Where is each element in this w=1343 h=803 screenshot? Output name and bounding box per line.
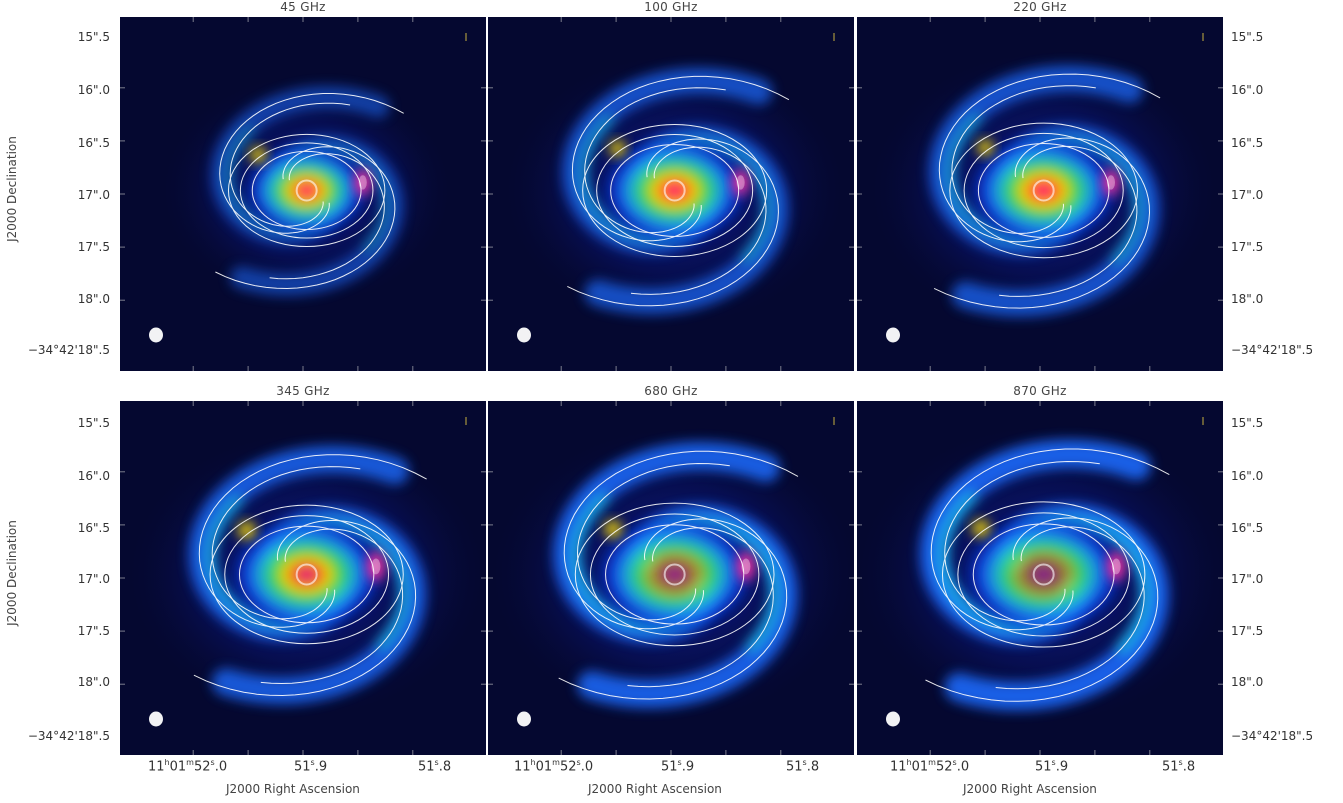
y-tick-label: 16".0 <box>77 83 110 97</box>
y-tick-label: −34°42'18".5 <box>27 729 110 743</box>
y-tick-label-right: 15".5 <box>1231 30 1264 44</box>
panel-title-680ghz: 680 GHz <box>644 384 698 398</box>
galaxy-image <box>488 401 854 755</box>
x-tick-label: 11h01m52s.0 <box>890 758 970 775</box>
panel-title-100ghz: 100 GHz <box>644 0 698 14</box>
y-tick-label-right: 15".5 <box>1231 416 1264 430</box>
y-tick-label-right: 18".0 <box>1231 675 1264 689</box>
y-tick-label: 15".5 <box>77 416 110 430</box>
y-tick-label-right: 18".0 <box>1231 292 1264 306</box>
panel-title-870ghz: 870 GHz <box>1013 384 1067 398</box>
x-axis-title: J2000 Right Ascension <box>963 782 1097 796</box>
x-tick-label: 51s.8 <box>1162 758 1196 775</box>
x-tick-label: 51s.9 <box>661 758 695 775</box>
y-tick-label: 17".0 <box>77 188 110 202</box>
galaxy-image <box>857 17 1223 371</box>
y-tick-label-right: 16".0 <box>1231 83 1264 97</box>
y-tick-label-right: 17".5 <box>1231 624 1264 638</box>
image-panel-870ghz <box>857 401 1223 755</box>
y-tick-label: 18".0 <box>77 675 110 689</box>
y-tick-label: 18".0 <box>77 292 110 306</box>
y-tick-label: 17".5 <box>77 624 110 638</box>
image-panel-680ghz <box>488 401 854 755</box>
x-tick-label: 51s.9 <box>1035 758 1069 775</box>
y-tick-label-right: 16".5 <box>1231 521 1264 535</box>
image-panel-345ghz <box>120 401 486 755</box>
x-axis-title: J2000 Right Ascension <box>588 782 722 796</box>
panel-title-345ghz: 345 GHz <box>276 384 330 398</box>
y-tick-label: 17".0 <box>77 572 110 586</box>
y-tick-label: 15".5 <box>77 30 110 44</box>
image-panel-45ghz <box>120 17 486 371</box>
panel-title-220ghz: 220 GHz <box>1013 0 1067 14</box>
y-tick-label: −34°42'18".5 <box>27 343 110 357</box>
panel-title-45ghz: 45 GHz <box>280 0 326 14</box>
y-tick-label-right: 17".0 <box>1231 572 1264 586</box>
galaxy-image <box>120 17 486 371</box>
y-tick-label: 17".5 <box>77 240 110 254</box>
y-tick-label-right: 17".5 <box>1231 240 1264 254</box>
y-tick-label: 16".0 <box>77 469 110 483</box>
x-axis-title: J2000 Right Ascension <box>226 782 360 796</box>
y-tick-label: 16".5 <box>77 521 110 535</box>
x-tick-label: 11h01m52s.0 <box>514 758 594 775</box>
y-tick-label-right: 16".0 <box>1231 469 1264 483</box>
x-tick-label: 51s.8 <box>418 758 452 775</box>
y-tick-label-right: −34°42'18".5 <box>1231 729 1314 743</box>
y-tick-label-right: −34°42'18".5 <box>1231 343 1314 357</box>
galaxy-image <box>857 401 1223 755</box>
y-tick-label: 16".5 <box>77 136 110 150</box>
image-panel-220ghz <box>857 17 1223 371</box>
x-tick-label: 51s.9 <box>294 758 328 775</box>
y-tick-label-right: 16".5 <box>1231 136 1264 150</box>
y-tick-label-right: 17".0 <box>1231 188 1264 202</box>
image-panel-100ghz <box>488 17 854 371</box>
x-tick-label: 51s.8 <box>786 758 820 775</box>
galaxy-image <box>488 17 854 371</box>
x-tick-label: 11h01m52s.0 <box>148 758 228 775</box>
galaxy-image <box>120 401 486 755</box>
